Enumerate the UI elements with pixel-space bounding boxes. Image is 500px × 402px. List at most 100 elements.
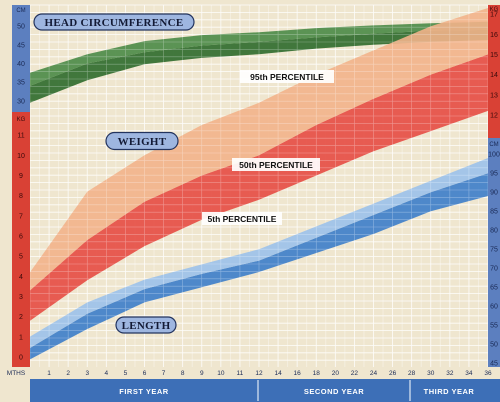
tick-head-40: 40: [17, 61, 25, 68]
tick-length-45: 45: [490, 361, 498, 368]
label-5th-percentile: 5th PERCENTILE: [202, 212, 282, 225]
tick-length-95: 95: [490, 171, 498, 178]
left-margin: [0, 0, 12, 402]
right-strip-length: [488, 138, 500, 367]
x-tick-36: 36: [484, 370, 492, 377]
label-50th-percentile-bg: [232, 158, 320, 171]
tick-weight-left-3: 3: [19, 294, 23, 301]
x-tick-4: 4: [105, 370, 109, 377]
tick-weight-left-2: 2: [19, 314, 23, 321]
tick-length-80: 80: [490, 228, 498, 235]
axis-unit-weight-right: KG: [490, 7, 499, 13]
x-tick-30: 30: [427, 370, 435, 377]
x-tick-2: 2: [66, 370, 70, 377]
axis-unit-weight-left: KG: [17, 117, 26, 123]
x-tick-12: 12: [255, 370, 263, 377]
label-50th-percentile: 50th PERCENTILE: [232, 158, 320, 171]
label-95th-percentile-bg: [240, 70, 334, 83]
tick-length-75: 75: [490, 247, 498, 254]
tick-head-35: 35: [17, 80, 25, 87]
x-tick-3: 3: [85, 370, 89, 377]
label-length-text: LENGTH: [122, 320, 171, 332]
period-label-1: FIRST YEAR: [119, 387, 169, 396]
x-tick-6: 6: [143, 370, 147, 377]
tick-length-65: 65: [490, 285, 498, 292]
tick-length-85: 85: [490, 209, 498, 216]
axis-unit-head: CM: [16, 8, 25, 14]
band-weight-2: [30, 8, 488, 291]
label-weight: WEIGHT: [105, 131, 179, 151]
x-tick-34: 34: [465, 370, 473, 377]
tick-head-30: 30: [17, 98, 25, 105]
tick-weight-right-17: 17: [490, 12, 498, 19]
x-axis-label: MTHS: [7, 370, 26, 377]
tick-weight-left-5: 5: [19, 254, 23, 261]
label-weight-bg: [105, 131, 179, 151]
axis-unit-length: CM: [489, 142, 498, 148]
period-strip: FIRST YEAR SECOND YEAR THIRD YEAR: [0, 379, 500, 402]
x-tick-10: 10: [217, 370, 225, 377]
label-head-circumference-text: HEAD CIRCUMFERENCE: [45, 17, 184, 29]
period-strip-left-margin: [0, 379, 30, 402]
tick-weight-left-6: 6: [19, 233, 23, 240]
x-tick-9: 9: [200, 370, 204, 377]
x-tick-7: 7: [162, 370, 166, 377]
tick-weight-left-1: 1: [19, 334, 23, 341]
tick-length-50: 50: [490, 342, 498, 349]
x-tick-14: 14: [274, 370, 282, 377]
label-weight-text: WEIGHT: [118, 136, 167, 148]
tick-weight-left-0: 0: [19, 355, 23, 362]
grid-overlay: [29, 4, 489, 367]
tick-head-50: 50: [17, 24, 25, 31]
x-tick-28: 28: [408, 370, 416, 377]
tick-weight-left-9: 9: [19, 173, 23, 180]
x-tick-8: 8: [181, 370, 185, 377]
tick-weight-left-10: 10: [17, 153, 25, 160]
tick-length-100: 100: [488, 152, 500, 159]
x-tick-24: 24: [370, 370, 378, 377]
tick-length-55: 55: [490, 323, 498, 330]
label-5th-percentile-text: 5th PERCENTILE: [208, 214, 277, 224]
tick-weight-right-15: 15: [490, 52, 498, 59]
label-head-circumference-bg: [33, 13, 195, 31]
label-50th-percentile-text: 50th PERCENTILE: [239, 160, 313, 170]
tick-weight-right-12: 12: [490, 112, 498, 119]
tick-weight-right-16: 16: [490, 32, 498, 39]
left-strip-weight: [12, 112, 30, 367]
tick-length-70: 70: [490, 266, 498, 273]
tick-weight-right-13: 13: [490, 92, 498, 99]
left-strip-head: [12, 5, 30, 112]
label-5th-percentile-bg: [202, 212, 282, 225]
x-tick-16: 16: [294, 370, 302, 377]
tick-length-90: 90: [490, 190, 498, 197]
band-length-2: [30, 158, 488, 348]
tick-weight-left-7: 7: [19, 213, 23, 220]
tick-weight-left-4: 4: [19, 274, 23, 281]
tick-weight-left-11: 11: [17, 133, 24, 140]
tick-weight-left-8: 8: [19, 193, 23, 200]
right-axis-strip: [488, 5, 500, 367]
left-axis-strip: [0, 0, 30, 402]
period-label-2: SECOND YEAR: [304, 387, 364, 396]
tick-length-60: 60: [490, 304, 498, 311]
label-head-circumference: HEAD CIRCUMFERENCE: [33, 13, 195, 31]
label-length: LENGTH: [115, 316, 177, 334]
x-tick-18: 18: [313, 370, 321, 377]
x-tick-1: 1: [47, 370, 51, 377]
x-tick-22: 22: [351, 370, 359, 377]
tick-weight-right-14: 14: [490, 72, 498, 79]
x-tick-11: 11: [237, 370, 244, 377]
right-strip-weight: [488, 5, 500, 138]
label-length-bg: [115, 316, 177, 334]
x-tick-20: 20: [332, 370, 340, 377]
period-strip-bg: [0, 379, 500, 402]
band-weight-1: [30, 54, 488, 321]
band-length-1: [30, 173, 488, 360]
x-tick-5: 5: [124, 370, 128, 377]
period-label-3: THIRD YEAR: [424, 387, 475, 396]
label-95th-percentile-text: 95th PERCENTILE: [250, 72, 324, 82]
x-tick-26: 26: [389, 370, 397, 377]
tick-head-45: 45: [17, 42, 25, 49]
